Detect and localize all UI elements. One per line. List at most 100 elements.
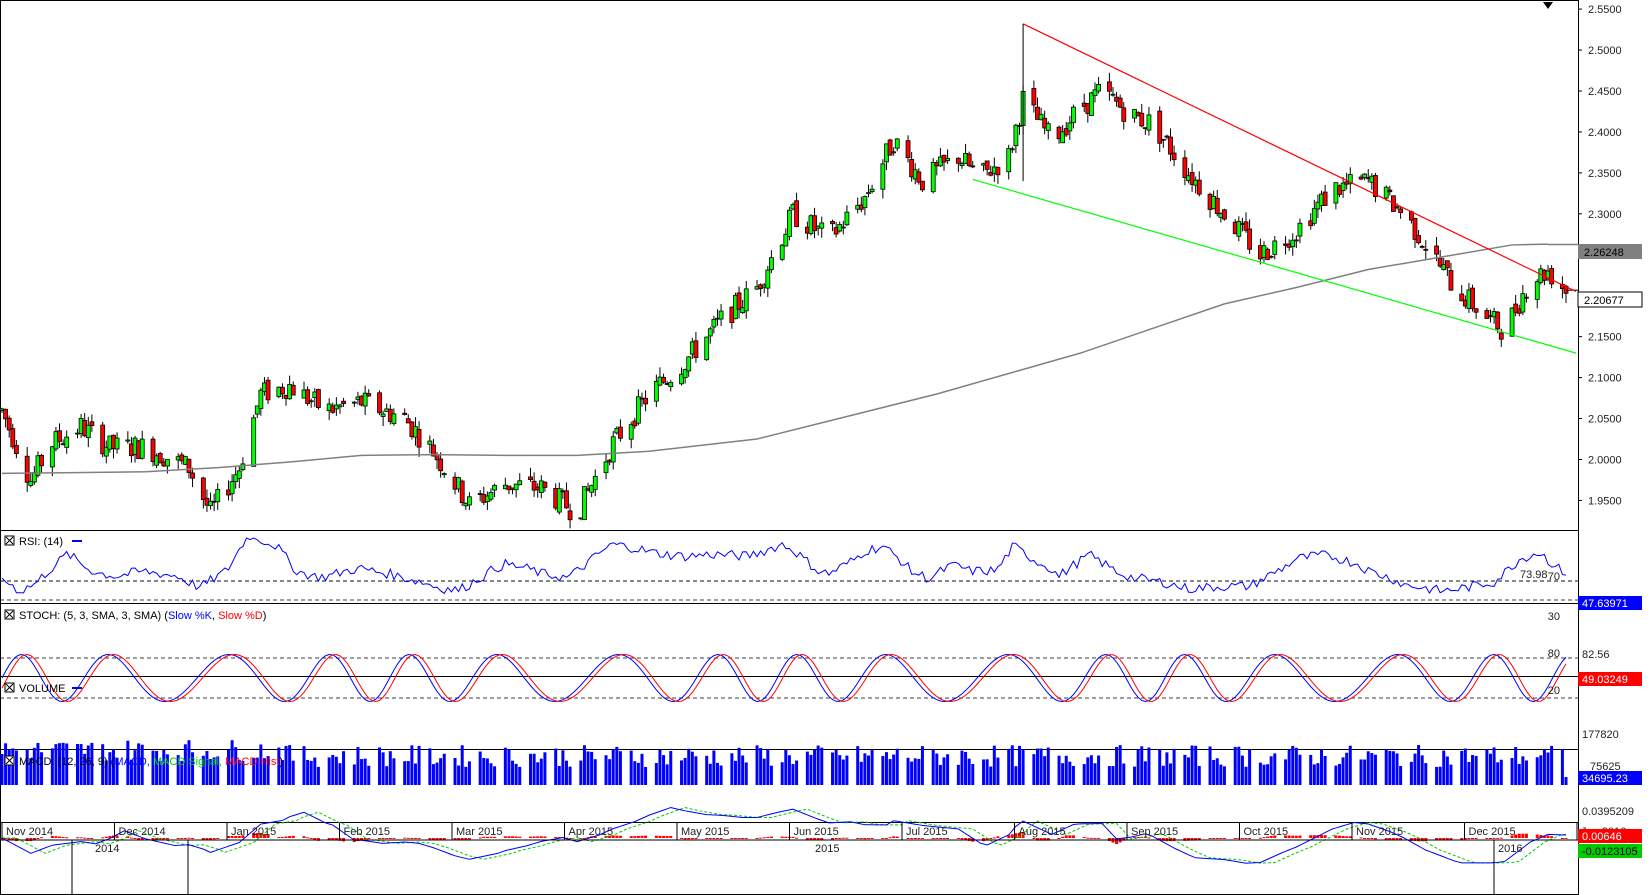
candle-body (1362, 173, 1368, 178)
y-tick-label: 2.3500 (1588, 168, 1622, 180)
macd-hist-bar (40, 837, 44, 839)
candle-body (1035, 106, 1040, 120)
volume-bar (705, 755, 709, 785)
scroll-marker-icon[interactable] (1543, 2, 1553, 9)
macd-hist-bar (1233, 838, 1237, 839)
macd-hist-bar (1186, 838, 1190, 841)
macd-hist-bar (1237, 838, 1241, 839)
macd-hist-bar (529, 836, 533, 838)
candle-body (513, 483, 519, 491)
candle-body (1416, 235, 1421, 244)
y-tick-label: 2.5500 (1588, 4, 1622, 16)
volume-bar (1298, 754, 1302, 785)
macd-hist-bar (611, 835, 615, 838)
volume-bar (1007, 748, 1011, 785)
macd-hist-bar (489, 836, 493, 838)
macd-hist-bar (11, 838, 15, 841)
volume-bar (629, 750, 633, 785)
macd-hist-bar (1208, 838, 1212, 839)
macd-hist-bar (367, 838, 371, 839)
macd-hist-bar (1485, 838, 1489, 839)
volume-bar (644, 766, 648, 785)
macd-hist-bar (845, 837, 849, 839)
candle-body (1437, 257, 1443, 267)
macd-hist-bar (633, 836, 637, 838)
y-tick-label: 2.4500 (1588, 86, 1622, 98)
candle-body (1196, 179, 1202, 195)
macd-hist-bar (1471, 838, 1475, 839)
volume-bar (331, 754, 335, 785)
volume-bar (1093, 763, 1097, 785)
volume-bar (467, 761, 471, 785)
month-label: Jan 2015 (231, 826, 276, 838)
volume-bar (1467, 761, 1471, 785)
macd-hist-bar (1463, 838, 1467, 840)
macd-title: MACD: (12, 26, 9) (19, 756, 108, 768)
candle-body (916, 171, 922, 183)
volume-bar (1186, 757, 1190, 785)
volume-bar (406, 761, 410, 785)
volume-bar (1061, 763, 1065, 785)
candle-body (693, 340, 699, 359)
macd-hist-bar (151, 838, 155, 840)
volume-bar (989, 766, 993, 785)
volume-bar (151, 750, 155, 785)
candle-body (431, 444, 436, 457)
candle-body (1534, 281, 1540, 300)
volume-bar (1035, 748, 1039, 785)
volume-bar (910, 761, 914, 785)
macd-hist-bar (913, 838, 917, 839)
macd-hist-bar (1133, 837, 1137, 839)
volume-bar (1474, 755, 1478, 785)
volume-bar (1111, 766, 1115, 785)
macd-hist-bar (884, 838, 888, 839)
volume-bar (971, 764, 975, 785)
volume-bar (129, 759, 133, 785)
candle-body (887, 139, 893, 156)
candle-body (783, 233, 789, 247)
volume-bar (431, 764, 435, 785)
volume-bar (611, 749, 615, 785)
candle-body (351, 401, 357, 404)
macd-hist-bar (1341, 835, 1345, 838)
candle-body (966, 153, 972, 167)
macd-hist-bar (1488, 838, 1492, 839)
macd-hist-bar (1496, 837, 1500, 839)
volume-bar (241, 760, 245, 785)
macd-hist-bar (4, 838, 8, 839)
volume-bar (86, 745, 90, 785)
macd-hist-bar (1384, 838, 1388, 841)
candle-body (959, 163, 965, 166)
volume-bar (79, 744, 83, 785)
candle-body (10, 428, 16, 448)
macd-hist-bar (805, 838, 809, 841)
volume-bar (780, 762, 784, 785)
macd-signal-value: -0.0123105 (1582, 846, 1638, 858)
support-trendline (972, 178, 1577, 354)
candle-body (1448, 270, 1454, 291)
macd-hist-bar (946, 838, 950, 839)
candle-body (1117, 97, 1123, 108)
volume-bar (920, 746, 924, 785)
candle-body (258, 389, 264, 409)
volume-bar (1222, 766, 1226, 785)
candle-body (1146, 114, 1152, 131)
volume-bar (590, 751, 594, 785)
candle-body (1013, 124, 1019, 147)
macd-hist-bar (36, 838, 40, 839)
volume-bar (884, 752, 888, 785)
candle-body (686, 356, 692, 372)
volume-bar (1334, 765, 1338, 785)
volume-bar (787, 755, 791, 785)
macd-hist-bar (61, 836, 65, 838)
rsi-line (1, 537, 1567, 595)
candle-body (1214, 197, 1220, 214)
candle-body (1293, 239, 1299, 242)
macd-hist-bar (1542, 835, 1546, 838)
volume-bar (791, 764, 795, 785)
macd-hist-bar (935, 838, 939, 839)
volume-bar (205, 751, 209, 785)
volume-bar (1140, 746, 1144, 785)
candle-body (103, 446, 109, 457)
